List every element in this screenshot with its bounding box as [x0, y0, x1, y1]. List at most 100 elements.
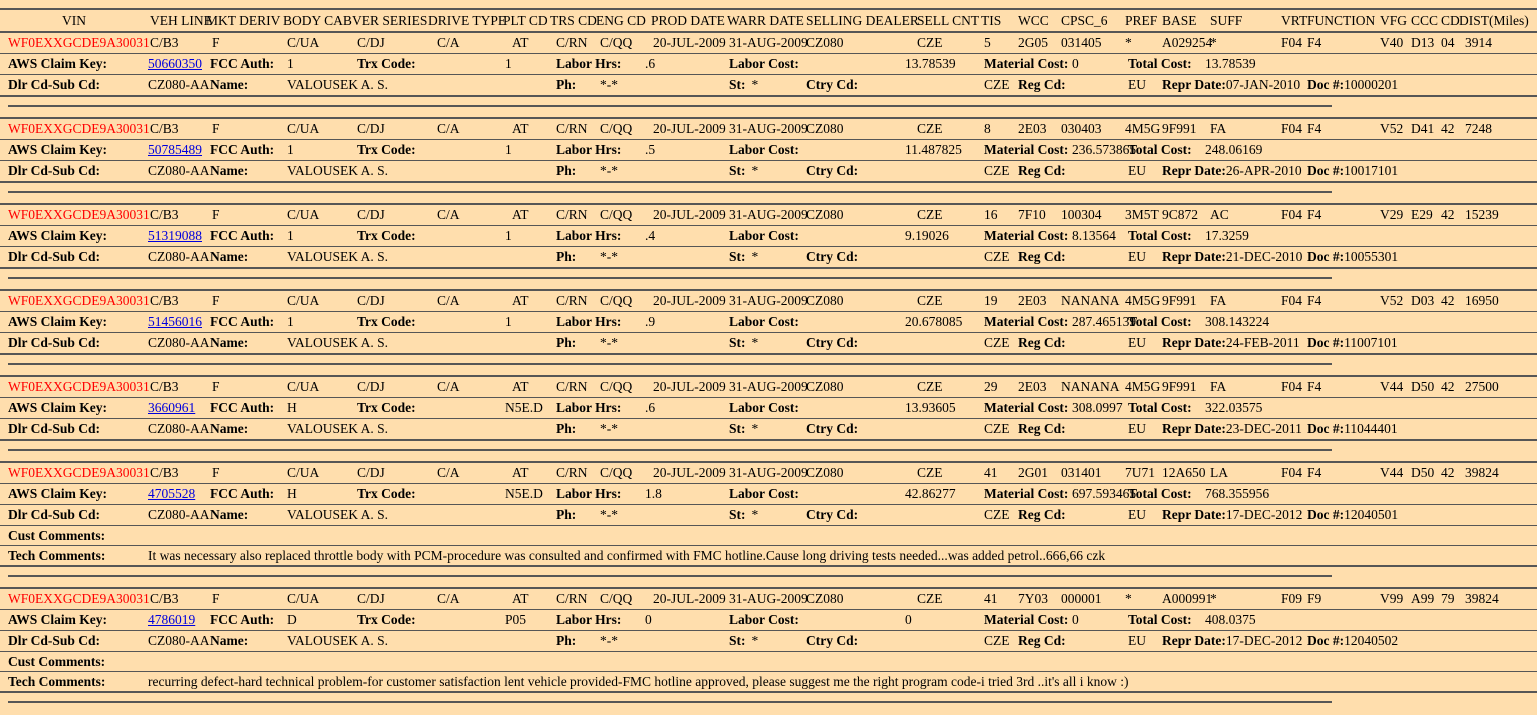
veh-line-value: C/B3 [150, 293, 179, 308]
claim-key-link[interactable]: 51319088 [148, 228, 202, 243]
warr-date-value: 31-AUG-2009 [729, 35, 808, 50]
material-cost-value: 287.465139 [1072, 314, 1137, 329]
claim-record: WF0EXXGCDE9A30031 C/B3 F C/UA C/DJ C/A A… [0, 31, 1537, 97]
doc-label: Doc #: [1307, 507, 1345, 522]
total-cost-label: Total Cost: [1128, 314, 1192, 329]
labor-hrs-value: .6 [645, 56, 656, 71]
repr-date-value: 21-DEC-2010 [1225, 249, 1303, 264]
vfg-value: V52 [1380, 293, 1404, 308]
doc-label: Doc #: [1307, 249, 1345, 264]
ccc-value: D50 [1411, 465, 1435, 480]
vrt-value: F04 [1281, 121, 1303, 136]
wcc-value: 2G01 [1018, 465, 1048, 480]
dist-miles-value: 7248 [1465, 121, 1492, 136]
st-label: St: [729, 335, 746, 350]
trx-code-label: Trx Code: [357, 228, 416, 243]
col-header-mkt-deriv: MKT DERIV [206, 13, 281, 28]
ccc-value: E29 [1411, 207, 1433, 222]
total-cost-label: Total Cost: [1128, 400, 1192, 415]
eng-cd-value: C/QQ [600, 591, 633, 606]
doc-label: Doc #: [1307, 335, 1345, 350]
labor-cost-value: 13.93605 [905, 400, 956, 415]
claim-key-label: AWS Claim Key: [8, 612, 107, 627]
plt-cd-value: AT [512, 379, 529, 394]
repr-date-label: Repr Date: [1162, 163, 1226, 178]
repr-date-value: 07-JAN-2010 [1225, 77, 1301, 92]
dist-miles-value: 16950 [1465, 293, 1499, 308]
labor-hrs-value: 1.8 [645, 486, 662, 501]
ctry-cd-value: CZE [984, 421, 1010, 436]
veh-line-value: C/B3 [150, 465, 179, 480]
ph-value: *-* [600, 163, 618, 178]
vehicle-row: WF0EXXGCDE9A30031 C/B3 F C/UA C/DJ C/A A… [0, 33, 1537, 54]
st-value: * [751, 633, 759, 648]
tech-comments-label: Tech Comments: [8, 548, 106, 563]
fcc-auth-value: 1 [287, 228, 294, 243]
drive-type-value: C/A [437, 293, 460, 308]
claim-key-link[interactable]: 4786019 [148, 612, 196, 627]
reg-cd-value: EU [1128, 335, 1146, 350]
claim-key-link[interactable]: 3660961 [148, 400, 196, 415]
pref-value: 7U71 [1125, 465, 1155, 480]
ph-value: *-* [600, 335, 618, 350]
prod-date-value: 20-JUL-2009 [653, 35, 726, 50]
material-cost-label: Material Cost: [984, 228, 1069, 243]
st-value: * [751, 77, 759, 92]
cust-comments-row: Cust Comments: [0, 526, 1537, 546]
ccc-value: D50 [1411, 379, 1435, 394]
prod-date-value: 20-JUL-2009 [653, 379, 726, 394]
labor-hrs-value: .9 [645, 314, 656, 329]
vfg-value: V29 [1380, 207, 1404, 222]
claim-key-link[interactable]: 51456016 [148, 314, 202, 329]
mkt-deriv-value: F [212, 465, 220, 480]
claim-key-link[interactable]: 50660350 [148, 56, 202, 71]
material-cost-value: 236.573865 [1072, 142, 1137, 157]
cpsc-6-value: 030403 [1061, 121, 1102, 136]
tis-value: 19 [984, 293, 998, 308]
repr-date-label: Repr Date: [1162, 249, 1226, 264]
col-header-plt-cd: PLT CD [503, 13, 548, 28]
ctry-cd-value: CZE [984, 335, 1010, 350]
mkt-deriv-value: F [212, 591, 220, 606]
claim-key-link[interactable]: 4705528 [148, 486, 196, 501]
st-label: St: [729, 421, 746, 436]
dealer-row: Dlr Cd-Sub Cd: CZ080-AA Name: VALOUSEK A… [0, 333, 1537, 353]
reg-cd-label: Reg Cd: [1018, 507, 1066, 522]
ph-label: Ph: [556, 249, 577, 264]
dlr-cd-label: Dlr Cd-Sub Cd: [8, 507, 101, 522]
material-cost-label: Material Cost: [984, 142, 1069, 157]
st-field: St: * [729, 419, 758, 439]
total-cost-value: 248.06169 [1205, 142, 1263, 157]
tis-value: 16 [984, 207, 998, 222]
ph-value: *-* [600, 507, 618, 522]
eng-cd-value: C/QQ [600, 379, 633, 394]
trx-code-label: Trx Code: [357, 612, 416, 627]
col-header-drive-type: DRIVE TYPE [428, 13, 507, 28]
claim-row: AWS Claim Key: 51456016 FCC Auth: 1 Trx … [0, 312, 1537, 333]
trx-code-value: 1 [505, 314, 512, 329]
claim-row: AWS Claim Key: 51319088 FCC Auth: 1 Trx … [0, 226, 1537, 247]
labor-hrs-value: .5 [645, 142, 656, 157]
suff-value: FA [1210, 121, 1227, 136]
fcc-auth-label: FCC Auth: [210, 56, 275, 71]
trs-cd-value: C/RN [556, 379, 588, 394]
col-header-function: FUNCTION [1307, 13, 1376, 28]
drive-type-value: C/A [437, 207, 460, 222]
cd-value: 42 [1441, 207, 1455, 222]
doc-field: Doc #:10017101 [1307, 161, 1398, 181]
vehicle-row: WF0EXXGCDE9A30031 C/B3 F C/UA C/DJ C/A A… [0, 377, 1537, 398]
ccc-value: A99 [1411, 591, 1435, 606]
trx-code-value: N5E.D [505, 486, 543, 501]
ctry-cd-label: Ctry Cd: [806, 77, 859, 92]
ctry-cd-label: Ctry Cd: [806, 633, 859, 648]
cpsc-6-value: 100304 [1061, 207, 1102, 222]
plt-cd-value: AT [512, 207, 529, 222]
claim-key-link[interactable]: 50785489 [148, 142, 202, 157]
repr-date-value: 17-DEC-2012 [1225, 633, 1303, 648]
trs-cd-value: C/RN [556, 35, 588, 50]
body-cab-value: C/UA [287, 591, 320, 606]
sell-cnt-value: CZE [917, 465, 943, 480]
labor-hrs-label: Labor Hrs: [556, 612, 622, 627]
cd-value: 04 [1441, 35, 1455, 50]
col-header-base: BASE [1162, 13, 1197, 28]
